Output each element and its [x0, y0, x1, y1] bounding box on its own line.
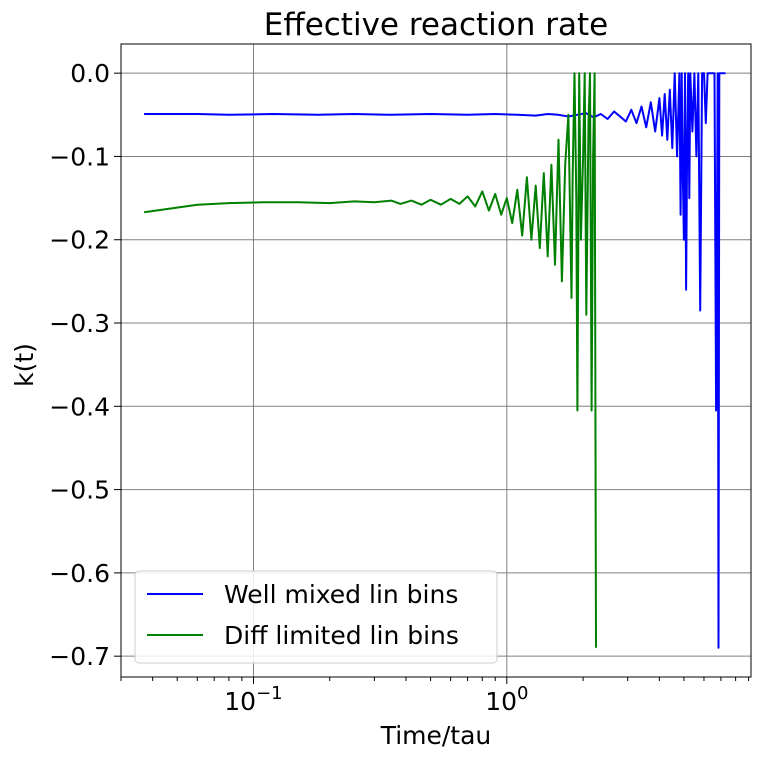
y-tick-label: −0.7: [49, 642, 110, 671]
plot-lines: [143, 72, 726, 649]
x-tick-label-exponent: 0: [517, 683, 528, 704]
chart-title: Effective reaction rate: [264, 7, 608, 43]
y-axis-label: k(t): [10, 343, 39, 387]
y-tick-label: 0.0: [70, 59, 110, 88]
x-tick-label: 100: [485, 683, 528, 716]
x-tick-label-base: 10: [485, 687, 517, 716]
x-axis: 10−1 100: [120, 677, 750, 716]
legend: Well mixed lin bins Diff limited lin bins: [134, 570, 498, 664]
y-tick-label: −0.1: [49, 142, 110, 171]
x-tick-label: 10−1: [224, 683, 282, 716]
series-line-2: [143, 72, 597, 648]
y-tick-label: −0.2: [49, 226, 110, 255]
legend-label: Well mixed lin bins: [224, 580, 458, 609]
legend-box: [134, 570, 498, 664]
y-tick-label: −0.4: [49, 392, 110, 421]
y-tick-label: −0.6: [49, 559, 110, 588]
x-tick-label-exponent: −1: [256, 683, 283, 704]
legend-label: Diff limited lin bins: [224, 621, 459, 650]
y-tick-label: −0.5: [49, 476, 110, 505]
series-line-1: [144, 72, 726, 649]
y-axis: 0.0 −0.1 −0.2 −0.3 −0.4 −0.5 −0.6 −0.7: [49, 59, 121, 671]
x-axis-label: Time/tau: [380, 721, 492, 750]
y-tick-label: −0.3: [49, 309, 110, 338]
x-tick-label-base: 10: [224, 687, 256, 716]
plot-frame: [120, 43, 752, 678]
